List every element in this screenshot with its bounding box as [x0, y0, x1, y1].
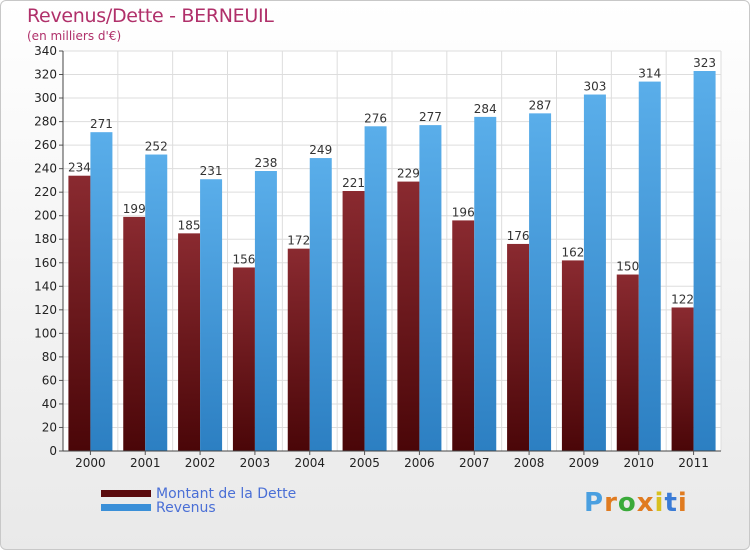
data-label-revenus: 238 — [254, 156, 277, 170]
x-tick-label: 2009 — [569, 456, 600, 470]
y-tick-label: 340 — [34, 44, 57, 58]
chart-title: Revenus/Dette - BERNEUIL — [27, 5, 274, 27]
y-tick-label: 200 — [34, 209, 57, 223]
bar-revenus — [638, 81, 661, 452]
bar-revenus — [309, 158, 332, 451]
x-tick-label: 2005 — [349, 456, 380, 470]
y-tick-label: 300 — [34, 91, 57, 105]
bar-dette — [68, 175, 91, 452]
data-label-dette: 234 — [68, 161, 91, 175]
data-label-dette: 150 — [616, 260, 639, 274]
data-label-dette: 196 — [452, 205, 475, 219]
data-label-revenus: 323 — [693, 56, 716, 70]
data-label-revenus: 287 — [529, 98, 552, 112]
x-tick-label: 2001 — [130, 456, 161, 470]
data-label-revenus: 249 — [309, 143, 332, 157]
y-tick-label: 240 — [34, 162, 57, 176]
data-label-revenus: 252 — [145, 140, 168, 154]
bar-dette — [342, 191, 365, 451]
y-tick-label: 220 — [34, 185, 57, 199]
x-tick-label: 2004 — [294, 456, 325, 470]
logo-letter: i — [677, 488, 688, 518]
bar-dette — [616, 274, 639, 451]
x-tick-label: 2006 — [404, 456, 435, 470]
bar-dette — [397, 181, 420, 451]
bar-dette — [452, 220, 475, 451]
data-label-dette: 172 — [287, 234, 310, 248]
data-label-revenus: 271 — [90, 117, 113, 131]
y-tick-label: 140 — [34, 279, 57, 293]
x-tick-label: 2010 — [623, 456, 654, 470]
y-tick-label: 160 — [34, 256, 57, 270]
y-tick-label: 20 — [42, 420, 57, 434]
grid-lines — [62, 50, 722, 452]
bar-dette — [561, 260, 584, 451]
bar-dette — [287, 248, 310, 451]
y-tick-label: 0 — [49, 444, 57, 458]
data-label-dette: 229 — [397, 167, 420, 181]
data-label-dette: 199 — [123, 202, 146, 216]
bar-revenus — [693, 71, 716, 451]
logo-letter: P — [584, 488, 605, 518]
chart-subtitle: (en milliers d'€) — [27, 29, 122, 43]
bar-revenus — [583, 94, 606, 451]
legend-label-dette: Montant de la Dette — [156, 486, 297, 502]
y-tick-label: 80 — [42, 350, 57, 364]
logo-letter: o — [617, 488, 637, 518]
bar-dette — [232, 267, 255, 451]
x-tick-label: 2000 — [75, 456, 106, 470]
y-tick-label: 60 — [42, 373, 57, 387]
y-tick-label: 180 — [34, 232, 57, 246]
y-tick-label: 120 — [34, 303, 57, 317]
data-label-revenus: 284 — [474, 102, 497, 116]
logo-letter: t — [664, 488, 678, 518]
bar-revenus — [90, 132, 113, 452]
data-label-dette: 156 — [232, 252, 255, 266]
bar-dette — [507, 243, 530, 451]
legend-swatch-dette — [101, 490, 151, 497]
x-tick-label: 2002 — [185, 456, 216, 470]
data-label-dette: 221 — [342, 176, 365, 190]
y-tick-label: 40 — [42, 397, 57, 411]
x-tick-label: 2007 — [459, 456, 490, 470]
data-label-dette: 176 — [507, 229, 530, 243]
data-label-revenus: 314 — [638, 67, 661, 81]
data-label-revenus: 231 — [200, 164, 223, 178]
proxiti-logo: Proxiti — [584, 488, 688, 518]
data-label-revenus: 276 — [364, 111, 387, 125]
data-label-revenus: 303 — [583, 80, 606, 94]
x-tick-label: 2011 — [678, 456, 709, 470]
bar-dette — [178, 233, 201, 451]
y-tick-label: 320 — [34, 68, 57, 82]
bar-revenus — [254, 171, 277, 451]
y-tick-label: 100 — [34, 326, 57, 340]
bar-revenus — [419, 125, 442, 451]
y-tick-label: 260 — [34, 138, 57, 152]
y-tick-label: 280 — [34, 115, 57, 129]
bar-dette — [671, 307, 694, 451]
data-label-dette: 185 — [178, 218, 201, 232]
legend-label-revenus: Revenus — [156, 500, 216, 516]
data-label-dette: 122 — [671, 292, 694, 306]
axes: 0 20 40 60 80 100 120 140 160 180 200 220 240 260 280 3… — [34, 44, 721, 470]
bar-revenus — [529, 113, 552, 452]
data-label-revenus: 277 — [419, 110, 442, 124]
x-tick-label: 2003 — [240, 456, 271, 470]
logo-letter: r — [604, 488, 618, 518]
x-tick-label: 2008 — [514, 456, 545, 470]
legend-swatch-revenus — [101, 504, 151, 511]
logo-letter: x — [636, 488, 655, 518]
bars: 234 271 199 252 185 231 156 238 172 249 221 276 229 2… — [68, 56, 716, 452]
data-label-dette: 162 — [561, 245, 584, 259]
bar-revenus — [200, 179, 223, 451]
bar-dette — [123, 216, 146, 451]
logo-letter: i — [654, 488, 665, 518]
bar-revenus — [145, 154, 168, 451]
bar-revenus — [474, 116, 497, 451]
bar-revenus — [364, 126, 387, 451]
